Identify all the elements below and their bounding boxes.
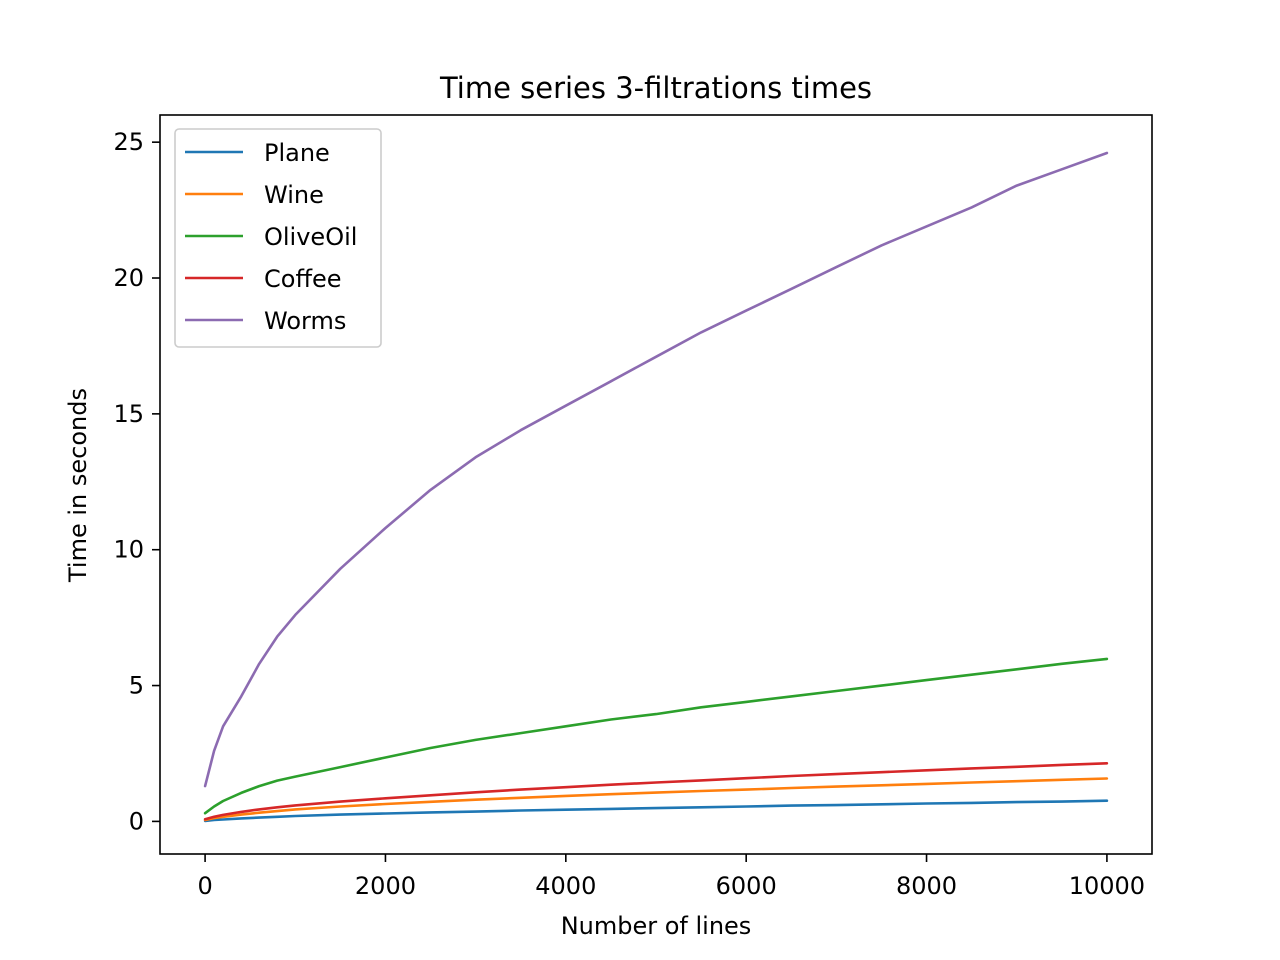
- x-tick-label: 4000: [535, 872, 596, 900]
- y-tick-label: 20: [113, 264, 144, 292]
- y-axis-ticks: 0 5 10 15 20 25: [113, 128, 160, 835]
- y-axis-label: Time in seconds: [64, 388, 92, 583]
- legend-label-wine: Wine: [264, 181, 324, 209]
- legend: Plane Wine OliveOil Coffee Worms: [174, 128, 382, 348]
- series-layer: [203, 151, 1109, 823]
- y-tick-label: 25: [113, 128, 144, 156]
- chart-title: Time series 3-filtrations times: [439, 71, 872, 105]
- x-tick-label: 8000: [896, 872, 957, 900]
- y-tick-label: 15: [113, 400, 144, 428]
- y-tick-label: 5: [129, 672, 144, 700]
- x-axis-label: Number of lines: [561, 912, 752, 940]
- x-tick-label: 2000: [355, 872, 416, 900]
- y-tick-label: 10: [113, 536, 144, 564]
- y-tick-label: 0: [129, 807, 144, 835]
- series-line-oliveoil: [203, 657, 1109, 815]
- series-line-plane: [203, 799, 1109, 823]
- legend-label-oliveoil: OliveOil: [264, 223, 357, 251]
- legend-label-worms: Worms: [264, 307, 346, 335]
- legend-label-coffee: Coffee: [264, 265, 342, 293]
- series-line-coffee: [203, 761, 1109, 821]
- x-axis-ticks: 0 2000 4000 6000 8000 10000: [197, 854, 1145, 900]
- legend-items: Plane Wine OliveOil Coffee Worms: [185, 139, 357, 335]
- legend-box: [174, 128, 382, 348]
- plot-frame: [159, 114, 1153, 855]
- legend-label-plane: Plane: [264, 139, 330, 167]
- x-tick-label: 0: [197, 872, 212, 900]
- x-tick-label: 6000: [716, 872, 777, 900]
- x-tick-label: 10000: [1069, 872, 1145, 900]
- series-line-wine: [203, 777, 1109, 822]
- series-line-worms: [203, 151, 1109, 788]
